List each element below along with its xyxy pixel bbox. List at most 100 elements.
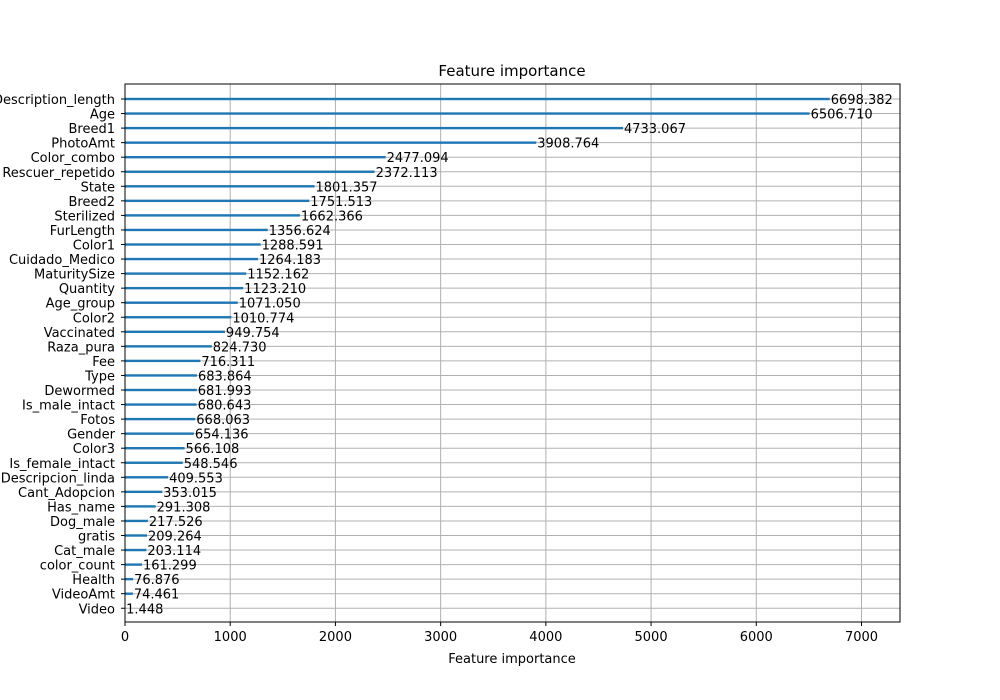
x-tick-label: 3000 bbox=[424, 630, 457, 645]
bar bbox=[125, 170, 375, 173]
category-label: Video bbox=[79, 602, 115, 617]
value-label: 1123.210 bbox=[244, 282, 306, 297]
value-label: 683.864 bbox=[198, 369, 252, 384]
x-tick-label: 6000 bbox=[740, 630, 773, 645]
category-label: Description_length bbox=[0, 93, 115, 108]
category-label: FurLength bbox=[50, 224, 115, 239]
x-tick-label: 5000 bbox=[635, 630, 668, 645]
value-label: 681.993 bbox=[198, 384, 252, 399]
bar bbox=[125, 447, 185, 450]
value-label: 1751.513 bbox=[310, 195, 372, 210]
bar bbox=[125, 403, 197, 406]
value-label: 74.461 bbox=[134, 588, 180, 603]
category-label: Is_female_intact bbox=[9, 457, 115, 472]
category-label: Color_combo bbox=[31, 151, 115, 166]
value-label: 1356.624 bbox=[269, 224, 331, 239]
category-label: Rescuer_repetido bbox=[2, 166, 115, 181]
bar bbox=[125, 301, 238, 304]
category-label: gratis bbox=[78, 530, 115, 545]
value-label: 6506.710 bbox=[811, 108, 873, 123]
category-label: Has_name bbox=[47, 500, 115, 515]
bar bbox=[125, 461, 183, 464]
value-label: 716.311 bbox=[201, 355, 255, 370]
value-label: 1288.591 bbox=[262, 239, 324, 254]
category-label: Age bbox=[90, 108, 115, 123]
bar bbox=[125, 388, 197, 392]
category-label: Quantity bbox=[59, 282, 115, 297]
value-label: 668.063 bbox=[196, 413, 250, 428]
bar bbox=[125, 97, 830, 101]
category-label: Raza_pura bbox=[47, 340, 115, 355]
x-tick-label: 4000 bbox=[529, 630, 562, 645]
value-label: 1.448 bbox=[126, 602, 163, 617]
category-label: Color2 bbox=[73, 311, 115, 326]
bar bbox=[125, 592, 133, 595]
value-label: 1152.162 bbox=[247, 268, 309, 283]
bar bbox=[125, 505, 156, 508]
category-label: VideoAmt bbox=[52, 588, 115, 603]
chart-title: Feature importance bbox=[438, 62, 585, 80]
value-label: 76.876 bbox=[134, 573, 180, 588]
bar bbox=[125, 141, 537, 144]
value-label: 654.136 bbox=[195, 428, 249, 443]
value-label: 6698.382 bbox=[831, 93, 893, 108]
category-label: Dewormed bbox=[44, 384, 115, 399]
bar bbox=[125, 534, 148, 537]
category-label: Gender bbox=[67, 428, 116, 443]
category-label: Cat_male bbox=[54, 544, 115, 559]
bar bbox=[125, 243, 261, 246]
category-label: Cant_Adopcion bbox=[18, 486, 115, 501]
bar bbox=[125, 199, 310, 203]
category-label: State bbox=[81, 180, 115, 195]
value-label: 548.546 bbox=[184, 457, 238, 472]
bars bbox=[125, 97, 830, 610]
value-label: 203.114 bbox=[147, 544, 201, 559]
value-label: 3908.764 bbox=[537, 137, 599, 152]
category-label: Health bbox=[72, 573, 115, 588]
bar bbox=[125, 257, 259, 261]
category-label: Color1 bbox=[73, 239, 115, 254]
labels: 0 1000 2000 3000 4000 5000 6000 7000 Description… bbox=[0, 93, 893, 645]
value-label: 209.264 bbox=[148, 530, 202, 545]
category-label: Type bbox=[84, 369, 115, 384]
value-label: 1264.183 bbox=[259, 253, 321, 268]
category-label: Fotos bbox=[80, 413, 115, 428]
bar bbox=[125, 112, 810, 115]
value-label: 1010.774 bbox=[232, 311, 294, 326]
value-label: 353.015 bbox=[163, 486, 217, 501]
value-label: 291.308 bbox=[157, 500, 211, 515]
value-label: 4733.067 bbox=[624, 122, 686, 137]
value-label: 949.754 bbox=[226, 326, 280, 341]
bar bbox=[125, 156, 386, 159]
bar bbox=[125, 374, 197, 377]
category-label: Cuidado_Medico bbox=[9, 253, 115, 268]
value-label: 2372.113 bbox=[376, 166, 438, 181]
category-label: MaturitySize bbox=[34, 268, 115, 283]
x-tick-label: 2000 bbox=[319, 630, 352, 645]
bar bbox=[125, 490, 163, 494]
category-label: Color3 bbox=[73, 442, 115, 457]
category-label: Descripcion_linda bbox=[1, 471, 115, 486]
bar bbox=[125, 476, 169, 479]
category-label: Breed1 bbox=[69, 122, 116, 137]
x-tick-label: 0 bbox=[121, 630, 129, 645]
category-label: Sterilized bbox=[54, 209, 115, 224]
plot-area-frame bbox=[124, 83, 901, 623]
value-label: 217.526 bbox=[149, 515, 203, 530]
x-axis-label: Feature importance bbox=[448, 652, 576, 667]
bar bbox=[125, 563, 142, 566]
category-label: Breed2 bbox=[69, 195, 116, 210]
value-label: 566.108 bbox=[186, 442, 240, 457]
category-label: Fee bbox=[92, 355, 115, 370]
bar bbox=[125, 345, 212, 348]
bar bbox=[125, 359, 201, 363]
category-label: Age_group bbox=[46, 297, 115, 312]
bar bbox=[125, 126, 623, 130]
value-label: 824.730 bbox=[213, 340, 267, 355]
x-tick-label: 7000 bbox=[845, 630, 878, 645]
category-label: color_count bbox=[40, 559, 115, 574]
bar bbox=[125, 417, 196, 421]
value-label: 1071.050 bbox=[239, 297, 301, 312]
x-tick-label: 1000 bbox=[214, 630, 247, 645]
